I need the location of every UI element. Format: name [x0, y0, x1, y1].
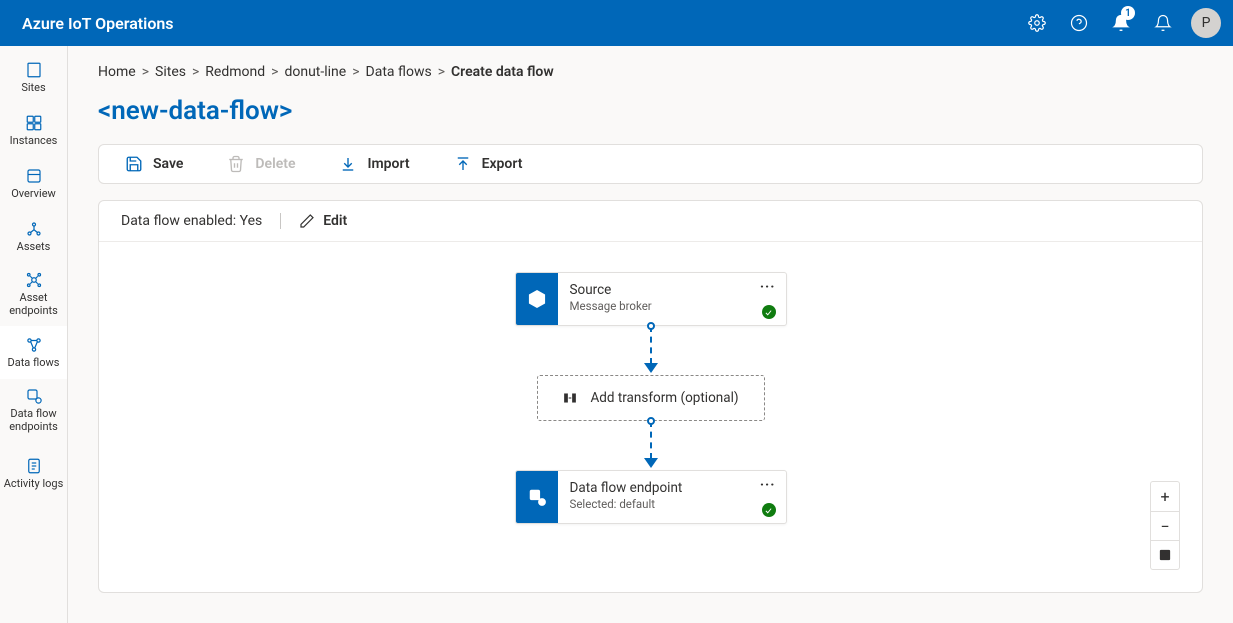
add-transform-button[interactable]: Add transform (optional) — [537, 375, 765, 421]
flow-canvas[interactable]: Source Message broker ··· Add transform — [99, 242, 1202, 592]
connector — [644, 421, 658, 470]
nav-label: Asset endpoints — [2, 292, 65, 317]
page-title: <new-data-flow> — [98, 96, 1203, 126]
main-content: Home > Sites > Redmond > donut-line > Da… — [68, 46, 1233, 623]
zoom-in-button[interactable]: + — [1151, 482, 1179, 511]
status-ok-icon — [762, 305, 776, 319]
endpoint-icon — [527, 487, 547, 507]
nav-label: Instances — [10, 135, 58, 148]
nav-item-assets[interactable]: Assets — [0, 210, 67, 263]
export-icon — [454, 155, 472, 173]
crumb-current: Create data flow — [451, 64, 554, 80]
nav-item-overview[interactable]: Overview — [0, 157, 67, 210]
import-icon — [339, 155, 357, 173]
source-title: Source — [570, 282, 774, 298]
edit-label: Edit — [323, 213, 347, 229]
endpoint-menu-button[interactable]: ··· — [760, 477, 776, 493]
endpoint-node[interactable]: Data flow endpoint Selected: default ··· — [515, 470, 787, 524]
assets-icon — [25, 220, 43, 238]
source-menu-button[interactable]: ··· — [760, 279, 776, 295]
nav-item-activity-logs[interactable]: Activity logs — [0, 442, 67, 505]
nav-item-instances[interactable]: Instances — [0, 104, 67, 157]
left-nav: Sites Instances Overview Assets Asset en… — [0, 46, 68, 623]
crumb-sites[interactable]: Sites — [155, 64, 186, 80]
app-title: Azure IoT Operations — [22, 14, 174, 33]
edit-button[interactable]: Edit — [299, 213, 347, 229]
alerts-badge: 1 — [1121, 6, 1135, 20]
chevron-right-icon: > — [192, 64, 199, 80]
nav-item-data-flows[interactable]: Data flows — [0, 326, 67, 379]
asset-endpoints-icon — [25, 271, 43, 289]
topbar: Azure IoT Operations 1 P — [0, 0, 1233, 46]
notifications-button[interactable] — [1143, 0, 1183, 46]
nav-label: Sites — [21, 82, 45, 95]
transform-label: Add transform (optional) — [590, 390, 738, 406]
toolbar: Save Delete Import Export — [98, 144, 1203, 184]
cube-icon — [527, 289, 547, 309]
zoom-out-button[interactable]: − — [1151, 511, 1179, 540]
export-label: Export — [482, 156, 523, 172]
endpoint-title: Data flow endpoint — [570, 480, 774, 496]
status-text: Data flow enabled: Yes — [121, 213, 262, 229]
save-label: Save — [153, 156, 183, 172]
edit-icon — [299, 213, 315, 229]
zoom-fit-button[interactable] — [1151, 540, 1179, 569]
overview-icon — [25, 167, 43, 185]
panel-header: Data flow enabled: Yes Edit — [99, 201, 1202, 242]
chevron-right-icon: > — [271, 64, 278, 80]
nav-item-dataflow-endpoints[interactable]: Data flow endpoints — [0, 379, 67, 442]
breadcrumb: Home > Sites > Redmond > donut-line > Da… — [98, 64, 1203, 80]
help-icon — [1070, 14, 1088, 32]
nav-label: Overview — [11, 188, 56, 201]
connector — [644, 326, 658, 375]
save-icon — [125, 155, 143, 173]
gear-icon — [1028, 14, 1046, 32]
bell-icon — [1154, 14, 1172, 32]
endpoint-subtitle: Selected: default — [570, 497, 774, 511]
nav-label: Activity logs — [4, 478, 64, 491]
crumb-data-flows[interactable]: Data flows — [366, 64, 432, 80]
delete-label: Delete — [255, 156, 295, 172]
nav-label: Data flows — [8, 357, 60, 370]
zoom-controls: + − — [1150, 481, 1180, 570]
fit-icon — [1158, 548, 1172, 562]
delete-icon — [227, 155, 245, 173]
help-button[interactable] — [1059, 0, 1099, 46]
nav-label: Assets — [17, 241, 51, 254]
avatar[interactable]: P — [1191, 8, 1221, 38]
save-button[interactable]: Save — [125, 155, 183, 173]
source-node[interactable]: Source Message broker ··· — [515, 272, 787, 326]
sites-icon — [25, 61, 43, 79]
chevron-right-icon: > — [438, 64, 445, 80]
crumb-home[interactable]: Home — [98, 64, 136, 80]
import-button[interactable]: Import — [339, 155, 409, 173]
delete-button: Delete — [227, 155, 295, 173]
activity-logs-icon — [25, 457, 43, 475]
nav-item-sites[interactable]: Sites — [0, 51, 67, 104]
instances-icon — [25, 114, 43, 132]
import-label: Import — [367, 156, 409, 172]
nav-item-asset-endpoints[interactable]: Asset endpoints — [0, 263, 67, 326]
dataflow-endpoints-icon — [25, 387, 43, 405]
settings-button[interactable] — [1017, 0, 1057, 46]
alerts-button[interactable]: 1 — [1101, 0, 1141, 46]
crumb-donut-line[interactable]: donut-line — [284, 64, 346, 80]
crumb-redmond[interactable]: Redmond — [205, 64, 265, 80]
export-button[interactable]: Export — [454, 155, 523, 173]
source-subtitle: Message broker — [570, 299, 774, 313]
dataflow-panel: Data flow enabled: Yes Edit — [98, 200, 1203, 593]
nav-label: Data flow endpoints — [2, 408, 65, 433]
transform-icon — [562, 390, 578, 406]
data-flows-icon — [25, 336, 43, 354]
status-ok-icon — [762, 503, 776, 517]
chevron-right-icon: > — [352, 64, 359, 80]
chevron-right-icon: > — [142, 64, 149, 80]
topbar-actions: 1 P — [1017, 0, 1221, 46]
